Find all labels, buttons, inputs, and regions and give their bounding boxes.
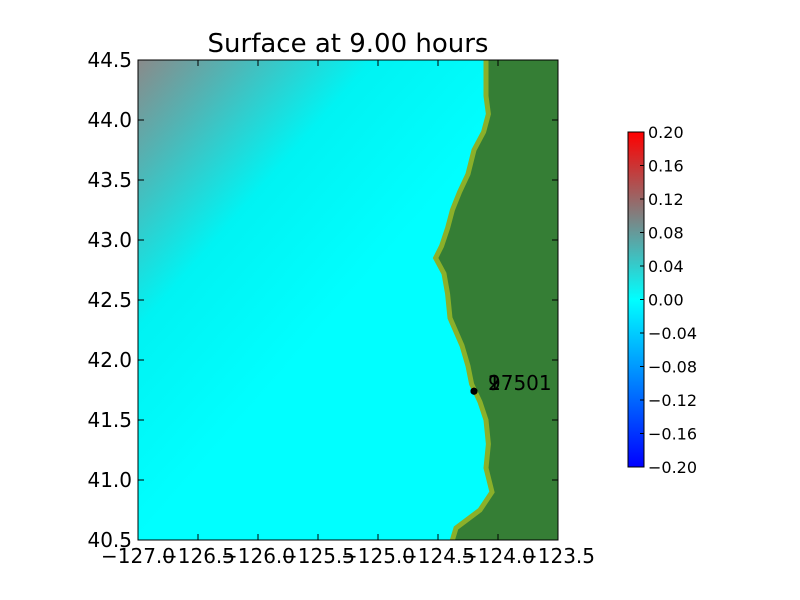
colorbar-ticks: 0.20 0.16 0.12 0.08 0.04 0.00 −0.04 −0.08 −0.12 −… <box>640 123 697 477</box>
colorbar-tick-label: −0.12 <box>648 391 697 410</box>
y-tick-label: 43.5 <box>87 168 132 192</box>
colorbar-tick-label: 0.12 <box>648 190 684 209</box>
colorbar: 0.20 0.16 0.12 0.08 0.04 0.00 −0.04 −0.08 −0.12 −… <box>627 123 697 477</box>
x-tick-label: −123.5 <box>521 544 595 568</box>
x-tick-label: −125.0 <box>341 544 415 568</box>
colorbar-tick-label: 0.08 <box>648 224 684 243</box>
y-tick-label: 44.0 <box>87 108 132 132</box>
colorbar-tick-label: −0.08 <box>648 358 697 377</box>
colorbar-tick-label: −0.16 <box>648 425 697 444</box>
colorbar-tick-label: 0.00 <box>648 291 684 310</box>
land-area <box>432 60 558 540</box>
x-tick-label: −126.0 <box>221 544 295 568</box>
x-tick-label: −127.0 <box>101 544 175 568</box>
y-tick-label: 42.0 <box>87 348 132 372</box>
colorbar-tick-label: 0.16 <box>648 157 684 176</box>
gauge-label: 2 <box>488 371 501 395</box>
x-axis: −127.0−126.5−126.0−125.5−125.0−124.5−124… <box>101 60 595 568</box>
chart-title: Surface at 9.00 hours <box>208 29 489 59</box>
colorbar-tick-label: −0.20 <box>648 458 697 477</box>
y-tick-label: 40.5 <box>87 528 132 552</box>
gauge-label: 1 <box>488 371 501 395</box>
x-tick-label: −124.5 <box>401 544 475 568</box>
colorbar-tick-label: 0.20 <box>648 123 684 142</box>
y-axis: 40.5 41.0 41.5 42.0 42.5 43.0 43.5 44.0 44.5 <box>87 48 558 552</box>
colorbar-tick-label: 0.04 <box>648 257 684 276</box>
x-tick-label: −125.5 <box>281 544 355 568</box>
plot-area <box>138 60 558 540</box>
y-tick-label: 44.5 <box>87 48 132 72</box>
y-tick-label: 41.0 <box>87 468 132 492</box>
x-tick-label: −126.5 <box>161 544 235 568</box>
y-tick-label: 42.5 <box>87 288 132 312</box>
gauge-label: 97501 <box>488 371 552 395</box>
y-tick-label: 41.5 <box>87 408 132 432</box>
colorbar-tick-label: −0.04 <box>648 324 697 343</box>
gauge-marker <box>470 387 478 395</box>
y-tick-label: 43.0 <box>87 228 132 252</box>
x-tick-label: −124.0 <box>461 544 535 568</box>
